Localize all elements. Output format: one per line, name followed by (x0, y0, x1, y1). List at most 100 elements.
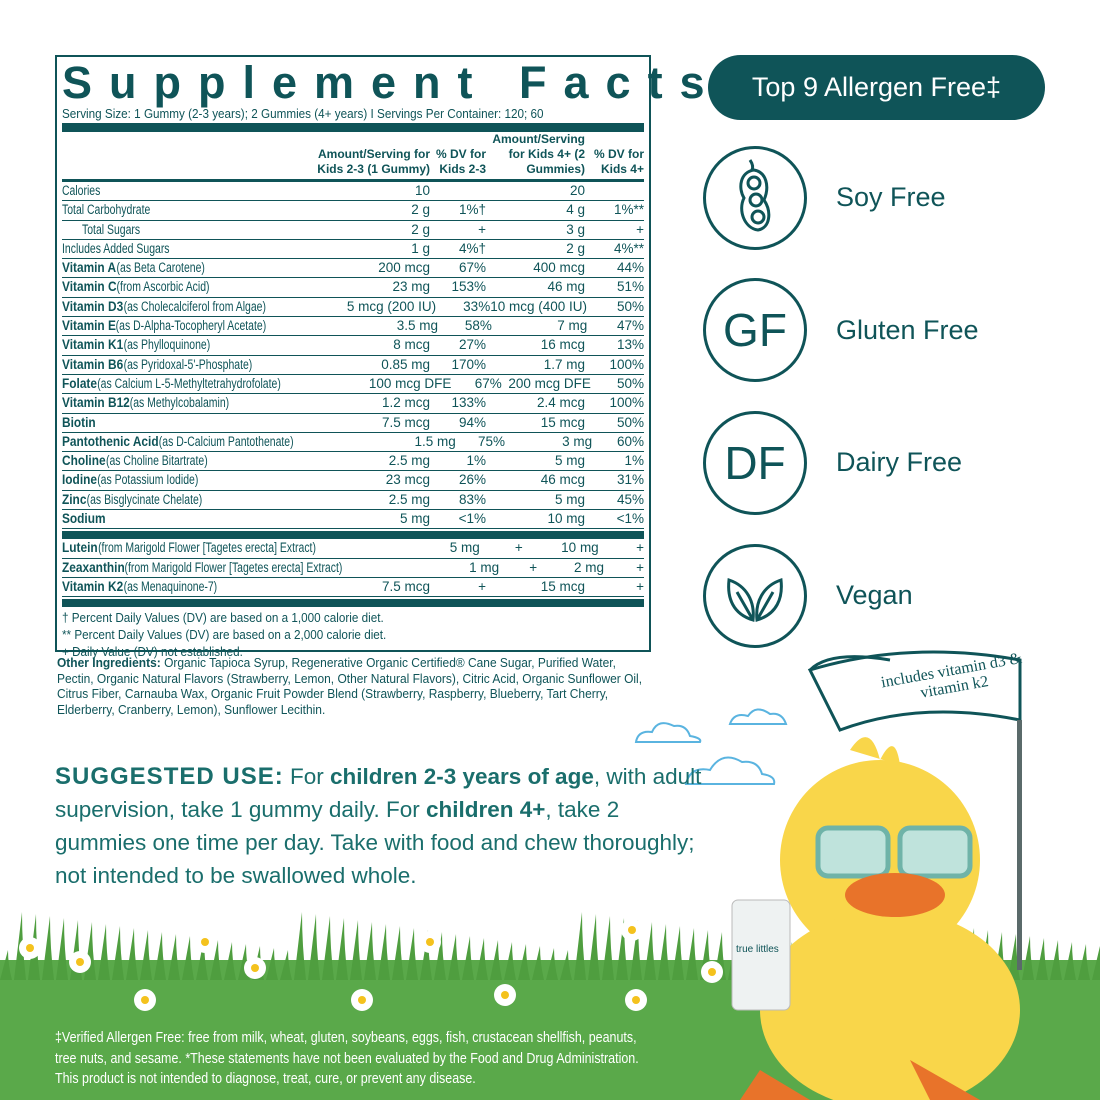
duck-illustration: true littles (731, 650, 1022, 1100)
amount-4: 46 mcg (540, 472, 585, 488)
table-row: Vitamin K1 (as Phylloquinone) 8 mcg 27% … (62, 336, 644, 356)
nutrient-desc: (as Choline Bitartrate) (105, 453, 208, 469)
dv-4: 50% (616, 375, 644, 391)
text: children 2-3 years of age (329, 764, 594, 789)
nutrient-desc: (as Menaquinone-7) (123, 578, 217, 594)
nutrient-bold: Vitamin C (62, 279, 117, 295)
table-row: Pantothenic Acid (as D-Calcium Pantothen… (62, 433, 644, 453)
df-icon: DF (703, 411, 807, 515)
amount-4: 200 mcg DFE (508, 375, 591, 391)
footnotes: † Percent Daily Values (DV) are based on… (62, 609, 586, 660)
nutrient-bold: Iodine (62, 472, 97, 488)
nutrient-desc: (as D-Alpha-Tocopheryl Acetate) (115, 318, 267, 334)
amount-2-3: 5 mg (449, 540, 480, 556)
header-dv-4: % DV for Kids 4+ (593, 147, 644, 176)
suggested-use: SUGGESTED USE: For children 2-3 years of… (55, 760, 705, 892)
dv-2-3: 26% (458, 472, 486, 488)
dv-4: 51% (616, 279, 644, 295)
amount-2-3: 8 mcg (393, 337, 430, 353)
amount-2-3: 23 mg (392, 279, 430, 295)
dv-4: 50% (616, 414, 644, 430)
nutrient-desc: Total Sugars (82, 221, 141, 237)
header-dv-2-3: % DV for Kids 2-3 (435, 147, 486, 176)
nutrient-name: Vitamin K2 (as Menaquinone-7) (62, 578, 305, 596)
dv-4: 4%** (613, 240, 644, 256)
amount-4: 7 mg (557, 318, 588, 334)
dv-4 (585, 182, 644, 200)
amount-2-3: 100 mcg DFE (368, 375, 452, 391)
amount-2-3: 0.85 mg (381, 356, 430, 372)
nutrient-bold: Vitamin D3 (62, 298, 124, 314)
table-row: Sodium 5 mg <1% 10 mg <1% (62, 510, 644, 530)
text: , take 2 gummies one time per day. Take … (55, 797, 695, 888)
nutrient-name: Total Sugars (62, 221, 305, 239)
dv-2-3: <1% (458, 511, 486, 527)
nutrient-desc: (as Pyridoxal-5'-Phosphate) (123, 356, 252, 372)
dv-2-3: 33% (463, 298, 491, 314)
nutrient-desc: (from Ascorbic Acid) (116, 279, 210, 295)
dv-4: + (636, 540, 644, 556)
amount-4: 20 (569, 183, 585, 198)
table-row: Zeaxanthin (from Marigold Flower [Tagete… (62, 559, 644, 578)
amount-2-3: 5 mcg (200 IU) (346, 298, 437, 314)
nutrient-bold: Biotin (62, 414, 96, 430)
amount-2-3: 1 mg (469, 559, 500, 575)
nutrient-name: Choline (as Choline Bitartrate) (62, 452, 305, 470)
gluten-free-label: Gluten Free (836, 315, 979, 345)
amount-4: 10 mcg (400 IU) (490, 298, 587, 314)
nutrient-desc: (as D-Calcium Pantothenate) (158, 433, 294, 449)
dv-2-3: 4%† (458, 240, 486, 256)
table-row: Total Carbohydrate 2 g 1%† 4 g 1%** (62, 201, 644, 221)
supplement-facts-panel: Supplement Facts Serving Size: 1 Gummy (… (55, 55, 705, 659)
table-row: Iodine (as Potassium Iodide) 23 mcg 26% … (62, 471, 644, 491)
nutrient-bold: Zinc (62, 491, 87, 507)
amount-2-3: 3.5 mg (396, 318, 438, 334)
dv-2-3: + (529, 559, 538, 575)
amount-2-3: 2.5 mg (388, 453, 430, 469)
dv-2-3: + (478, 221, 486, 237)
dv-4: + (636, 221, 644, 237)
dairy-free-label: Dairy Free (836, 447, 963, 477)
header-amount-2-3: Amount/Serving for Kids 2-3 (1 Gummy) (317, 147, 430, 176)
table-row: Vitamin K2 (as Menaquinone-7) 7.5 mcg + … (62, 578, 644, 598)
nutrient-name: Includes Added Sugars (62, 240, 305, 258)
amount-2-3: 2.5 mg (388, 491, 430, 507)
dv-4: 50% (616, 298, 644, 314)
nutrient-name: Pantothenic Acid (as D-Calcium Pantothen… (62, 433, 346, 451)
other-ingredients-label: Other Ingredients: (57, 655, 161, 670)
dv-2-3: 27% (458, 337, 486, 353)
nutrient-bold: Lutein (62, 540, 98, 556)
nutrient-name: Vitamin E (as D-Alpha-Tocopheryl Acetate… (62, 317, 318, 335)
nutrient-bold: Vitamin A (62, 260, 117, 276)
amount-4: 15 mcg (540, 414, 585, 430)
amount-4: 2 g (566, 240, 585, 256)
amount-2-3: 23 mcg (385, 472, 430, 488)
clouds-illustration (634, 708, 788, 785)
nutrient-name: Sodium (62, 510, 305, 528)
amount-2-3: 5 mg (399, 511, 430, 527)
gf-icon: GF (703, 278, 807, 382)
amount-2-3: 2 g (411, 221, 430, 237)
soybean-icon (703, 146, 807, 250)
dv-4: + (636, 559, 644, 575)
nutrient-desc: Total Carbohydrate (62, 202, 151, 218)
dv-4: 31% (616, 472, 644, 488)
nutrient-desc: Calories (62, 183, 101, 198)
vegan-label: Vegan (836, 580, 913, 610)
dv-2-3: 1% (466, 453, 486, 469)
amount-4: 10 mg (561, 540, 599, 556)
table-row: Vitamin B6 (as Pyridoxal-5'-Phosphate) 0… (62, 356, 644, 375)
leaf-icon (703, 544, 807, 648)
nutrient-desc: (as Bisglycinate Chelate) (86, 491, 203, 507)
nutrient-name: Vitamin K1 (as Phylloquinone) (62, 336, 305, 354)
dv-4: 60% (616, 433, 644, 449)
table-row: Vitamin B12 (as Methylcobalamin) 1.2 mcg… (62, 394, 644, 414)
dv-2-3: 67% (474, 375, 502, 391)
amount-4: 3 g (566, 221, 585, 237)
nutrient-name: Iodine (as Potassium Iodide) (62, 471, 305, 489)
nutrient-name: Folate (as Calcium L-5-Methyltetrahydrof… (62, 375, 339, 393)
table-row: Folate (as Calcium L-5-Methyltetrahydrof… (62, 375, 644, 395)
amount-2-3: 10 (414, 183, 430, 198)
dv-2-3: 94% (458, 414, 486, 430)
table-row: Vitamin C (from Ascorbic Acid) 23 mg 153… (62, 278, 644, 298)
